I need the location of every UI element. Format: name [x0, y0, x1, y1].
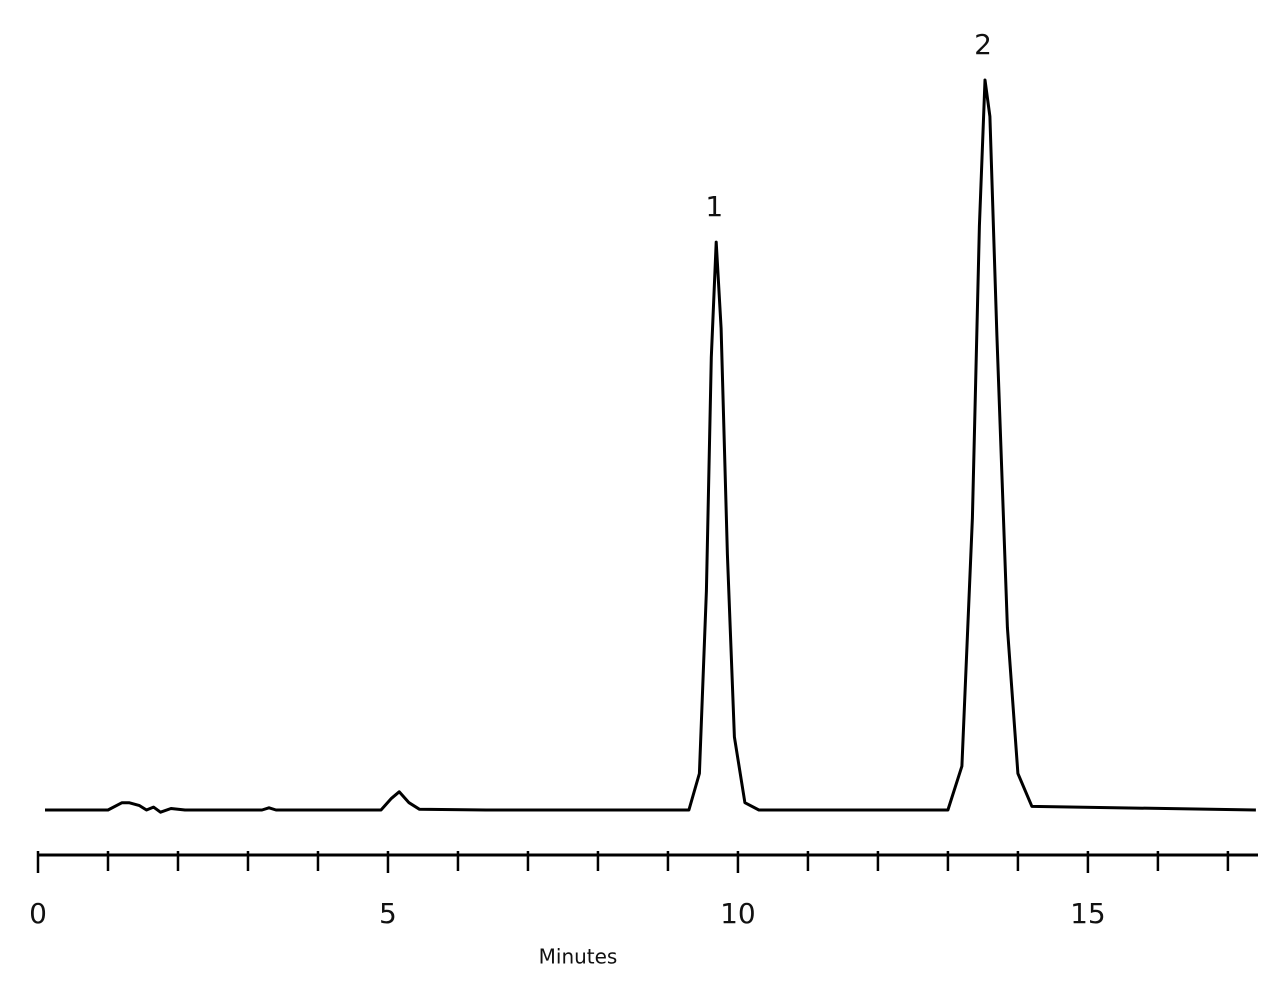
chromatogram-line [45, 78, 1256, 814]
x-tick-label: 0 [29, 897, 47, 930]
x-tick-label: 10 [720, 897, 756, 930]
peak-label: 1 [705, 190, 723, 223]
x-tick-label: 15 [1070, 897, 1106, 930]
x-axis-label: Minutes [539, 945, 618, 969]
x-tick-label: 5 [379, 897, 397, 930]
peak-label: 2 [974, 28, 992, 61]
